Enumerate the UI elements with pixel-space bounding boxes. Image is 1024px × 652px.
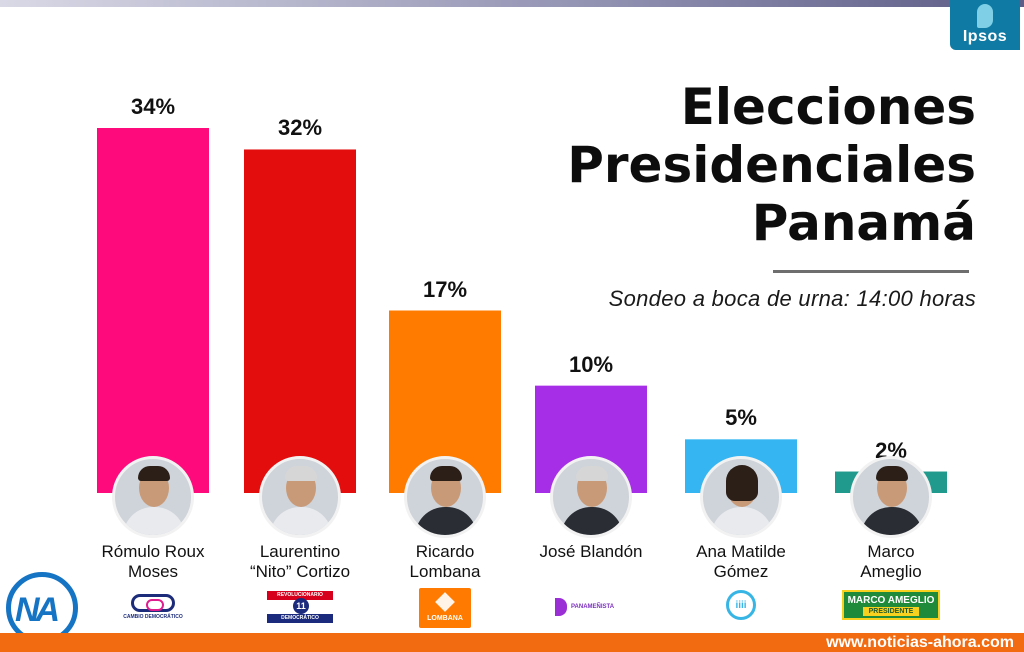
candidate-photo <box>700 456 782 538</box>
title-divider <box>773 270 969 273</box>
prd-stripe: 11 <box>267 598 333 614</box>
candidate-photo <box>259 456 341 538</box>
party-logo-text: LOMBANA <box>427 614 463 622</box>
bar <box>244 149 356 493</box>
marco-ameglio-logo: MARCO AMEGLIO PRESIDENTE <box>842 590 940 620</box>
panamenista-logo: PANAMEÑISTA <box>555 590 627 624</box>
party-logo-text: CAMBIO DEMOCRÁTICO <box>123 614 183 620</box>
footer-url: www.noticias-ahora.com <box>826 634 1014 651</box>
party-logo-text: DEMOCRÁTICO <box>267 614 333 623</box>
candidate-name-line: Ricardo <box>415 542 475 561</box>
noticias-ahora-logo-text: NA <box>15 591 60 629</box>
prd-logo: REVOLUCIONARIO 11 DEMOCRÁTICO <box>267 590 333 624</box>
bar-value-label: 5% <box>725 405 757 431</box>
bar-value-label: 32% <box>277 115 323 141</box>
party-logo-text: MARCO AMEGLIO <box>847 594 935 606</box>
candidate-name: Marco Ameglio <box>821 542 961 582</box>
top-stripe <box>0 0 1024 7</box>
candidate-name-line: José Blandón <box>539 542 643 561</box>
candidate-name-line: Rómulo Roux <box>101 542 205 561</box>
ipsos-mark-icon <box>977 4 993 28</box>
candidate-photo <box>550 456 632 538</box>
ipsos-logo-text: Ipsos <box>962 28 1008 45</box>
footer-bar: www.noticias-ahora.com <box>0 633 1024 652</box>
lombana-mark-icon <box>435 591 455 612</box>
candidate-name: Rómulo Roux Moses <box>83 542 223 582</box>
candidate-name-line: Laurentino <box>259 542 341 561</box>
candidate-name: Laurentino “Nito” Cortizo <box>230 542 370 582</box>
panamenista-mark-icon <box>555 598 567 616</box>
bar <box>97 128 209 493</box>
bar-value-label: 34% <box>130 94 176 119</box>
candidate-name: Ana Matilde Gómez <box>671 542 811 582</box>
candidate-name-line: Marco <box>867 542 915 561</box>
bar-value-label: 17% <box>422 276 468 302</box>
chart-title-line-3: Panamá <box>751 194 976 252</box>
cambio-democratico-logo: CAMBIO DEMOCRÁTICO <box>113 590 193 624</box>
ipsos-logo: Ipsos <box>950 0 1020 50</box>
chart-title-line-1: Elecciones <box>680 78 976 136</box>
candidate-name-line: Moses <box>127 562 179 581</box>
candidate-name: José Blandón <box>521 542 661 562</box>
candidate-name-line: Ana Matilde <box>696 542 786 561</box>
party-logo-text: REVOLUCIONARIO <box>267 591 333 600</box>
noticias-ahora-logo: NA <box>6 572 78 644</box>
party-logo-text: PANAMEÑISTA <box>571 604 615 610</box>
chart-title-line-2: Presidenciales <box>567 136 976 194</box>
cd-ring-icon <box>131 594 175 612</box>
ana-matilde-logo: iiii <box>726 590 756 620</box>
candidate-name-line: Ameglio <box>860 562 922 581</box>
candidate-name-line: Lombana <box>409 562 481 581</box>
lombana-logo: LOMBANA <box>419 588 471 628</box>
party-logo-text: PRESIDENTE <box>862 606 920 616</box>
bar-value-label: 10% <box>568 351 614 377</box>
candidate-name: Ricardo Lombana <box>375 542 515 582</box>
party-logo-text: iiii <box>735 599 747 611</box>
chart-title: Elecciones Presidenciales Panamá <box>567 78 976 252</box>
chart-subtitle: Sondeo a boca de urna: 14:00 horas <box>608 286 976 311</box>
candidate-photo <box>404 456 486 538</box>
candidate-photo <box>850 456 932 538</box>
party-number: 11 <box>293 598 309 614</box>
candidate-name-line: “Nito” Cortizo <box>249 562 351 581</box>
candidate-name-line: Gómez <box>713 562 769 581</box>
candidate-photo <box>112 456 194 538</box>
